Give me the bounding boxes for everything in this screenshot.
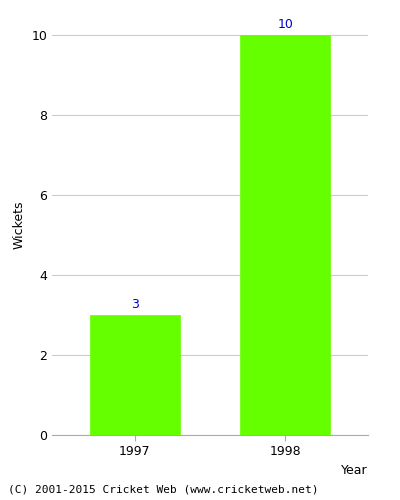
Text: Year: Year (341, 464, 368, 477)
Bar (240, 35, 330, 435)
Text: 3: 3 (131, 298, 139, 311)
Bar (90, 315, 180, 435)
Text: 10: 10 (277, 18, 293, 31)
Text: (C) 2001-2015 Cricket Web (www.cricketweb.net): (C) 2001-2015 Cricket Web (www.cricketwe… (8, 485, 318, 495)
Y-axis label: Wickets: Wickets (13, 200, 26, 249)
